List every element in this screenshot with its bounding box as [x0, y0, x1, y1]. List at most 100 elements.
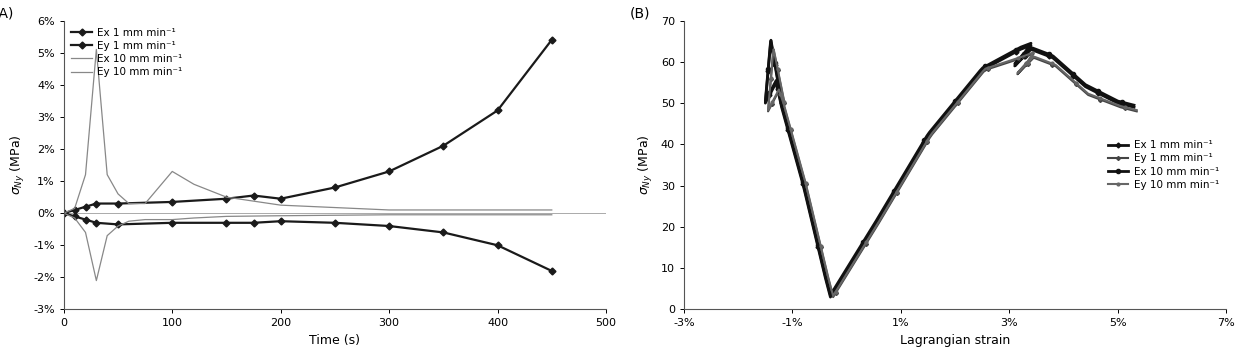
Ex 1 mm min⁻¹	[816, 266, 831, 270]
X-axis label: Time (s): Time (s)	[309, 334, 360, 347]
Ey 10 mm min⁻¹	[818, 264, 833, 269]
Ex 1 mm min⁻¹	[111, 201, 125, 206]
Ey 1 mm min⁻¹	[491, 243, 505, 247]
Ey 1 mm min⁻¹	[89, 221, 104, 225]
Ex 10 mm min⁻¹	[56, 211, 71, 215]
Ey 1 mm min⁻¹	[818, 266, 833, 270]
Ey 10 mm min⁻¹	[822, 279, 837, 284]
Ey 10 mm min⁻¹	[111, 224, 125, 228]
Ey 10 mm min⁻¹	[122, 219, 137, 223]
Ey 10 mm min⁻¹	[774, 83, 789, 87]
Ex 10 mm min⁻¹	[89, 47, 104, 52]
Legend: Ex 1 mm min⁻¹, Ey 1 mm min⁻¹, Ex 10 mm min⁻¹, Ey 10 mm min⁻¹: Ex 1 mm min⁻¹, Ey 1 mm min⁻¹, Ex 10 mm m…	[1105, 138, 1221, 192]
Ey 1 mm min⁻¹	[776, 101, 791, 105]
Ey 10 mm min⁻¹	[766, 47, 781, 51]
Ex 1 mm min⁻¹	[1082, 87, 1097, 91]
Line: Ey 1 mm min⁻¹: Ey 1 mm min⁻¹	[766, 49, 1138, 298]
Ey 10 mm min⁻¹	[56, 211, 71, 215]
Ey 1 mm min⁻¹	[897, 178, 912, 183]
Ey 10 mm min⁻¹	[89, 279, 104, 283]
Ex 1 mm min⁻¹	[771, 82, 786, 86]
Ex 10 mm min⁻¹	[273, 203, 288, 207]
Ex 10 mm min⁻¹	[219, 195, 233, 199]
Ey 1 mm min⁻¹	[67, 214, 82, 218]
Ex 10 mm min⁻¹	[764, 38, 779, 42]
Ey 10 mm min⁻¹	[186, 216, 201, 220]
Text: (A): (A)	[0, 6, 14, 20]
Ex 10 mm min⁻¹	[1126, 103, 1141, 107]
Ex 10 mm min⁻¹	[78, 172, 93, 177]
Ex 10 mm min⁻¹	[820, 279, 835, 283]
Ey 1 mm min⁻¹	[822, 281, 837, 285]
Ex 1 mm min⁻¹	[246, 193, 261, 198]
Ey 1 mm min⁻¹	[381, 224, 396, 228]
Ey 1 mm min⁻¹	[219, 221, 233, 225]
Ex 10 mm min⁻¹	[816, 263, 831, 268]
Ey 10 mm min⁻¹	[273, 213, 288, 218]
Line: Ex 1 mm min⁻¹: Ex 1 mm min⁻¹	[764, 41, 1135, 299]
Ex 1 mm min⁻¹	[820, 281, 835, 285]
Ey 1 mm min⁻¹	[774, 84, 789, 88]
Ex 1 mm min⁻¹	[894, 178, 909, 183]
Ex 1 mm min⁻¹	[56, 211, 71, 215]
Ey 1 mm min⁻¹	[328, 221, 343, 225]
Ey 1 mm min⁻¹	[111, 222, 125, 227]
Ex 1 mm min⁻¹	[544, 38, 559, 42]
Ex 1 mm min⁻¹	[89, 201, 104, 206]
Ey 1 mm min⁻¹	[436, 230, 451, 235]
Ex 10 mm min⁻¹	[381, 208, 396, 212]
Ey 10 mm min⁻¹	[219, 214, 233, 218]
Ex 1 mm min⁻¹	[823, 295, 838, 299]
Ey 10 mm min⁻¹	[544, 213, 559, 217]
Ex 1 mm min⁻¹	[774, 101, 789, 105]
X-axis label: Lagrangian strain: Lagrangian strain	[900, 334, 1010, 347]
Line: Ex 1 mm min⁻¹: Ex 1 mm min⁻¹	[61, 38, 554, 216]
Line: Ey 10 mm min⁻¹: Ey 10 mm min⁻¹	[766, 48, 1138, 297]
Ey 10 mm min⁻¹	[78, 230, 93, 235]
Ex 10 mm min⁻¹	[823, 293, 838, 297]
Ey 10 mm min⁻¹	[776, 100, 791, 104]
Ex 1 mm min⁻¹	[328, 185, 343, 190]
Ex 1 mm min⁻¹	[764, 40, 779, 44]
Ex 10 mm min⁻¹	[99, 172, 114, 177]
Ex 10 mm min⁻¹	[544, 208, 559, 212]
Line: Ex 10 mm min⁻¹: Ex 10 mm min⁻¹	[63, 50, 551, 213]
Y-axis label: $\sigma_{Ny}$ (MPa): $\sigma_{Ny}$ (MPa)	[637, 135, 656, 195]
Ey 1 mm min⁻¹	[766, 48, 781, 52]
Ey 10 mm min⁻¹	[1084, 93, 1099, 97]
Y-axis label: $\sigma_{Ny}$ (MPa): $\sigma_{Ny}$ (MPa)	[10, 135, 27, 195]
Ex 10 mm min⁻¹	[122, 201, 137, 206]
Ey 1 mm min⁻¹	[544, 269, 559, 273]
Ex 10 mm min⁻¹	[774, 99, 789, 103]
Ey 1 mm min⁻¹	[273, 219, 288, 223]
Ey 10 mm min⁻¹	[138, 217, 153, 222]
Ex 1 mm min⁻¹	[67, 208, 82, 212]
Ey 10 mm min⁻¹	[165, 217, 180, 222]
Ex 1 mm min⁻¹	[436, 144, 451, 148]
Ex 1 mm min⁻¹	[219, 196, 233, 201]
Ey 1 mm min⁻¹	[246, 221, 261, 225]
Ex 1 mm min⁻¹	[78, 205, 93, 209]
Ex 1 mm min⁻¹	[887, 191, 902, 195]
Ey 10 mm min⁻¹	[826, 294, 841, 298]
Ex 1 mm min⁻¹	[1126, 105, 1141, 109]
Ey 1 mm min⁻¹	[889, 191, 904, 195]
Text: (B): (B)	[630, 6, 651, 20]
Ex 10 mm min⁻¹	[887, 189, 902, 193]
Ex 10 mm min⁻¹	[771, 80, 786, 84]
Ex 10 mm min⁻¹	[186, 182, 201, 187]
Ey 1 mm min⁻¹	[56, 211, 71, 215]
Ey 10 mm min⁻¹	[99, 234, 114, 238]
Ey 10 mm min⁻¹	[1129, 108, 1144, 112]
Ey 1 mm min⁻¹	[165, 221, 180, 225]
Line: Ex 10 mm min⁻¹: Ex 10 mm min⁻¹	[764, 38, 1136, 297]
Ey 10 mm min⁻¹	[67, 216, 82, 220]
Ey 1 mm min⁻¹	[1084, 95, 1099, 99]
Ex 10 mm min⁻¹	[894, 176, 909, 181]
Ex 10 mm min⁻¹	[67, 206, 82, 211]
Ex 1 mm min⁻¹	[273, 196, 288, 201]
Ex 10 mm min⁻¹	[165, 169, 180, 173]
Ex 1 mm min⁻¹	[491, 108, 505, 113]
Ex 10 mm min⁻¹	[1082, 85, 1097, 89]
Ex 1 mm min⁻¹	[165, 200, 180, 204]
